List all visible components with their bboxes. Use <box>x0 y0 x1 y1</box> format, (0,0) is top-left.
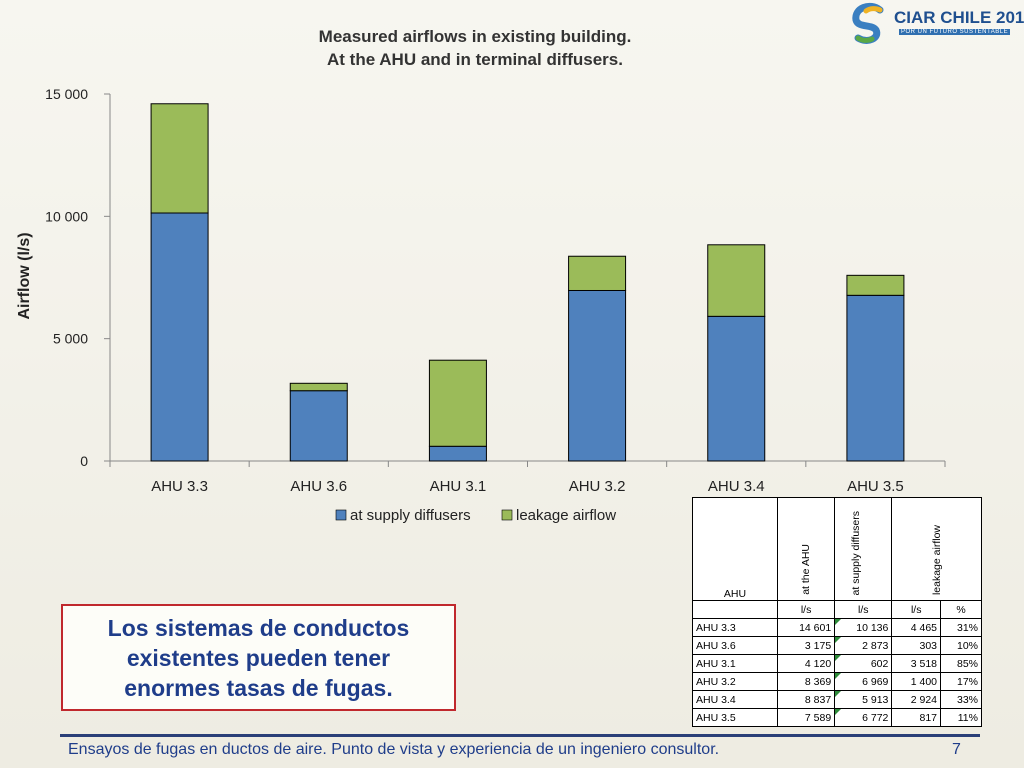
footer-text: Ensayos de fugas en ductos de aire. Punt… <box>68 741 720 758</box>
table-cell-at-ahu: 14 601 <box>776 618 836 637</box>
table-cell-at-ahu: 7 589 <box>776 708 836 727</box>
logo-name: CIAR CHILE 2019 <box>894 8 1024 27</box>
table-cell-at-ahu: 8 369 <box>776 672 836 691</box>
table-cell-supply: 5 913 <box>834 690 893 709</box>
ciar-swirl-icon <box>852 2 884 44</box>
bar-supply <box>707 315 766 462</box>
table-header-at-ahu: at the AHU <box>776 497 836 601</box>
footer-rule <box>60 734 980 737</box>
y-tick-label: 10 000 <box>45 208 88 224</box>
table-row: AHU 3.3 14 601 10 136 4 465 31% <box>692 618 982 637</box>
table-cell-pct: 17% <box>940 672 982 691</box>
table-row: AHU 3.5 7 589 6 772 817 11% <box>692 708 982 727</box>
ciar-logo: CIAR CHILE 2019 POR UN FUTURO SUSTENTABL… <box>850 2 1024 50</box>
page-number: 7 <box>952 741 961 758</box>
table-unit-supply: l/s <box>834 600 893 619</box>
y-tick-label: 0 <box>80 453 88 469</box>
table-cell-ahu: AHU 3.4 <box>692 690 778 709</box>
x-category-label: AHU 3.5 <box>847 478 904 495</box>
bar-supply <box>150 212 209 462</box>
bar-leakage <box>707 244 766 317</box>
x-category-label: AHU 3.2 <box>569 478 626 495</box>
table-cell-at-ahu: 8 837 <box>776 690 836 709</box>
table-header-leak: leakage airflow <box>891 497 982 601</box>
x-category-label: AHU 3.1 <box>430 478 487 495</box>
callout-box: Los sistemas de conductos existentes pue… <box>61 604 456 711</box>
table-row: AHU 3.1 4 120 602 3 518 85% <box>692 654 982 673</box>
table-cell-ahu: AHU 3.1 <box>692 654 778 673</box>
legend-label: at supply diffusers <box>350 507 471 524</box>
bar-supply <box>428 445 487 462</box>
bar-leakage <box>428 359 487 447</box>
table-cell-leak: 817 <box>891 708 942 727</box>
callout-line-2: existentes pueden tener <box>126 644 391 671</box>
table-header-ahu: AHU <box>692 497 778 601</box>
legend-label: leakage airflow <box>516 507 616 524</box>
table-cell-supply: 602 <box>834 654 893 673</box>
table-cell-pct: 85% <box>940 654 982 673</box>
table-cell-leak: 3 518 <box>891 654 942 673</box>
table-unit-empty <box>692 600 778 619</box>
table-cell-pct: 10% <box>940 636 982 655</box>
table-cell-supply: 6 772 <box>834 708 893 727</box>
table-cell-pct: 11% <box>940 708 982 727</box>
legend-swatch <box>501 509 513 521</box>
table-cell-leak: 4 465 <box>891 618 942 637</box>
bar-leakage <box>846 274 905 296</box>
plot-area: 0 5 000 10 000 15 000 AHU 3.3 AHU 3.6 AHU 3.1 A… <box>45 86 946 495</box>
x-category-label: AHU 3.3 <box>151 478 208 495</box>
bar-leakage <box>289 382 348 392</box>
table-cell-leak: 303 <box>891 636 942 655</box>
table-cell-supply: 6 969 <box>834 672 893 691</box>
table-cell-supply: 2 873 <box>834 636 893 655</box>
callout-line-3: enormes tasas de fugas. <box>124 674 393 701</box>
x-category-label: AHU 3.4 <box>708 478 765 495</box>
table-cell-ahu: AHU 3.2 <box>692 672 778 691</box>
x-category-label: AHU 3.6 <box>290 478 347 495</box>
bar-supply <box>846 294 905 462</box>
table-unit-at-ahu: l/s <box>776 600 836 619</box>
table-body: AHU 3.3 14 601 10 136 4 465 31% AHU 3.6 3 175 2… <box>692 618 982 727</box>
logo-tagline: POR UN FUTURO SUSTENTABLE <box>899 29 1011 35</box>
table-cell-ahu: AHU 3.6 <box>692 636 778 655</box>
table-unit-pct: % <box>940 600 982 619</box>
table-cell-ahu: AHU 3.5 <box>692 708 778 727</box>
table-cell-pct: 33% <box>940 690 982 709</box>
y-tick-label: 5 000 <box>53 331 88 347</box>
table-cell-ahu: AHU 3.3 <box>692 618 778 637</box>
y-axis-label: Airflow (l/s) <box>16 232 33 319</box>
legend-swatch <box>335 509 347 521</box>
legend: at supply diffusers leakage airflow <box>335 507 616 524</box>
chart-subtitle: At the AHU and in terminal diffusers. <box>327 50 623 69</box>
airflow-table: AHU at the AHU at supply diffusers leaka… <box>692 497 982 727</box>
bar-leakage <box>150 103 209 214</box>
y-tick-label: 15 000 <box>45 86 88 102</box>
table-cell-at-ahu: 3 175 <box>776 636 836 655</box>
table-row: AHU 3.6 3 175 2 873 303 10% <box>692 636 982 655</box>
callout-text: Los sistemas de conductos existentes pue… <box>108 613 410 703</box>
table-cell-leak: 1 400 <box>891 672 942 691</box>
callout-line-1: Los sistemas de conductos <box>107 614 410 641</box>
chart-title: Measured airflows in existing building. <box>319 27 632 46</box>
table-cell-supply: 10 136 <box>834 618 893 637</box>
bar-supply <box>568 289 627 462</box>
table-cell-pct: 31% <box>940 618 982 637</box>
table-row: AHU 3.4 8 837 5 913 2 924 33% <box>692 690 982 709</box>
table-unit-leak: l/s <box>891 600 942 619</box>
table-cell-at-ahu: 4 120 <box>776 654 836 673</box>
bar-leakage <box>568 255 627 291</box>
table-cell-leak: 2 924 <box>891 690 942 709</box>
table-row: AHU 3.2 8 369 6 969 1 400 17% <box>692 672 982 691</box>
airflow-stacked-bar-chart: Measured airflows in existing building. … <box>16 27 946 524</box>
bar-supply <box>289 390 348 462</box>
table-header-supply: at supply diffusers <box>834 497 893 601</box>
